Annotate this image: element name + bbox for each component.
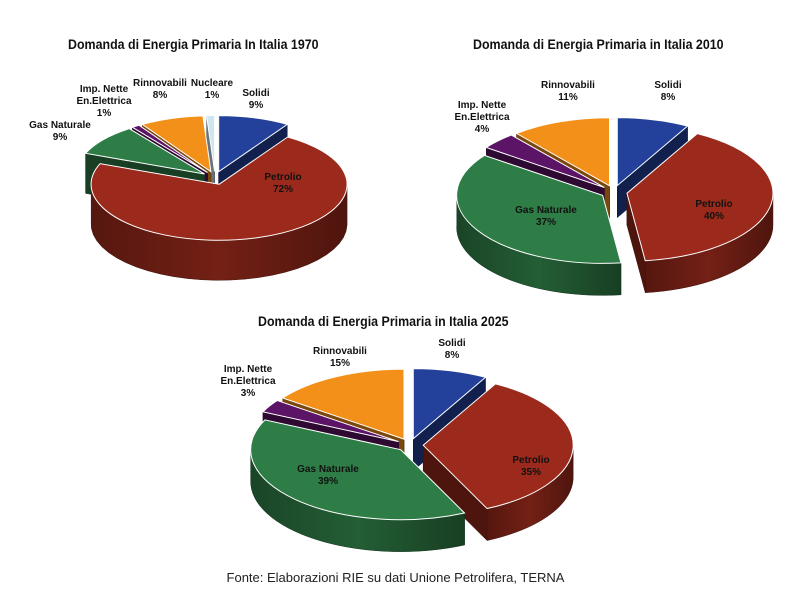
slice-label-2-solidi: Solidi 8% xyxy=(438,338,465,361)
source-note: Fonte: Elaborazioni RIE su dati Unione P… xyxy=(226,570,565,585)
slice-label-1-solidi: Solidi 8% xyxy=(654,80,681,103)
slice-label-0-solidi: Solidi 9% xyxy=(242,88,269,111)
chart-1970-title: Domanda di Energia Primaria In Italia 19… xyxy=(68,37,319,52)
slice-1-petrolio xyxy=(626,133,774,262)
slice-0-petrolio xyxy=(90,136,348,241)
slice-1-imp-nette-en-elettrica xyxy=(485,134,605,188)
slice-0-gas-naturale xyxy=(84,128,205,175)
slice-label-2-imp-nette-en-elettrica: Imp. Nette En.Elettrica 3% xyxy=(220,364,275,399)
slice-label-0-imp-nette-en-elettrica: Imp. Nette En.Elettrica 1% xyxy=(76,84,131,119)
slice-label-0-petrolio: Petrolio 72% xyxy=(264,172,301,195)
slice-0-rinnovabili xyxy=(141,115,212,173)
slice-1-gas-naturale xyxy=(456,154,622,264)
slice-label-0-nucleare: Nucleare 1% xyxy=(191,78,234,101)
chart-2025-title: Domanda di Energia Primaria in Italia 20… xyxy=(258,314,509,329)
slice-1-rinnovabili xyxy=(515,117,611,187)
slice-label-2-rinnovabili: Rinnovabili 15% xyxy=(313,346,367,369)
slice-1-solidi xyxy=(616,117,689,187)
slice-label-1-gas-naturale: Gas Naturale 37% xyxy=(515,205,577,228)
slice-label-1-imp-nette-en-elettrica: Imp. Nette En.Elettrica 4% xyxy=(454,100,509,135)
pie-chart-1: Solidi 8% Petrolio 40% Gas Naturale 37% Imp. N… xyxy=(454,80,774,296)
slice-label-0-gas-naturale: Gas Naturale 9% xyxy=(29,120,91,143)
slice-label-1-petrolio: Petrolio 40% xyxy=(695,199,732,222)
slice-2-gas-naturale xyxy=(250,419,466,521)
chart-2010-title: Domanda di Energia Primaria in Italia 20… xyxy=(473,37,724,52)
slice-label-1-rinnovabili: Rinnovabili 11% xyxy=(541,80,595,103)
pie-chart-2: Solidi 8% Petrolio 35% Gas Naturale 39% Imp. N… xyxy=(220,338,574,552)
slice-2-petrolio xyxy=(422,383,574,510)
slice-label-0-rinnovabili: Rinnovabili 8% xyxy=(133,78,187,101)
slice-0-nucleare xyxy=(205,114,216,172)
slice-0-imp-nette-en-elettrica xyxy=(131,124,208,173)
slice-2-imp-nette-en-elettrica xyxy=(261,399,399,443)
slice-label-2-petrolio: Petrolio 35% xyxy=(512,455,549,478)
slice-0-solidi xyxy=(218,115,289,173)
slice-2-rinnovabili xyxy=(281,368,405,440)
pie-chart-0: Solidi 9% Petrolio 72% Gas Naturale 9%Imp. Ne… xyxy=(29,78,348,281)
slice-label-2-gas-naturale: Gas Naturale 39% xyxy=(297,464,359,487)
slice-2-solidi xyxy=(412,368,487,440)
